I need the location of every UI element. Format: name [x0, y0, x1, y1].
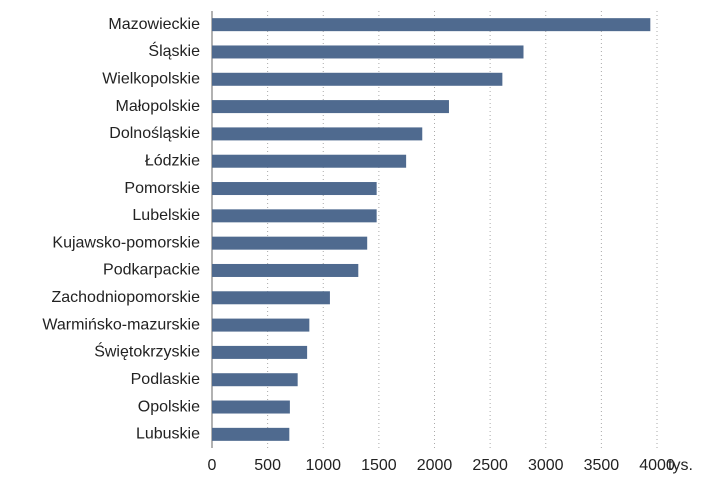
bar — [212, 18, 651, 32]
x-axis-unit: tys. — [668, 457, 693, 474]
bar — [212, 236, 368, 250]
y-tick-label: Lubelskie — [132, 207, 200, 224]
y-tick-label: Dolnośląskie — [109, 125, 200, 142]
bar — [212, 291, 330, 305]
bar — [212, 72, 503, 86]
x-tick-label: 2500 — [472, 457, 508, 474]
bar — [212, 127, 423, 141]
y-tick-label: Małopolskie — [116, 98, 201, 115]
bar — [212, 209, 377, 223]
x-tick-label: 4000 — [639, 457, 675, 474]
y-tick-label: Mazowieckie — [108, 16, 200, 33]
y-tick-label: Pomorskie — [124, 180, 200, 197]
bar — [212, 182, 377, 196]
x-tick-label: 500 — [254, 457, 281, 474]
bar — [212, 345, 308, 359]
bar — [212, 45, 524, 59]
bar — [212, 263, 359, 277]
y-tick-label: Łódzkie — [145, 152, 200, 169]
x-tick-label: 2000 — [417, 457, 453, 474]
y-tick-label: Świętokrzyskie — [94, 342, 200, 361]
bar — [212, 100, 449, 114]
y-tick-label: Kujawsko-pomorskie — [52, 234, 200, 251]
y-tick-label: Warmińsko-mazurskie — [42, 316, 200, 333]
bar — [212, 318, 310, 332]
bar — [212, 154, 407, 168]
x-tick-label: 0 — [208, 457, 217, 474]
x-tick-label: 3500 — [584, 457, 620, 474]
y-tick-label: Podkarpackie — [103, 262, 200, 279]
y-tick-label: Śląskie — [148, 41, 200, 60]
x-tick-label: 1000 — [305, 457, 341, 474]
y-tick-label: Zachodniopomorskie — [51, 289, 200, 306]
y-tick-label: Podlaskie — [131, 371, 200, 388]
x-tick-label: 3000 — [528, 457, 564, 474]
y-tick-label: Lubuskie — [136, 426, 200, 443]
y-tick-label: Wielkopolskie — [102, 71, 200, 88]
bar — [212, 400, 290, 414]
bar — [212, 373, 298, 387]
bar — [212, 427, 290, 441]
x-tick-label: 1500 — [361, 457, 397, 474]
y-tick-label: Opolskie — [138, 398, 200, 415]
